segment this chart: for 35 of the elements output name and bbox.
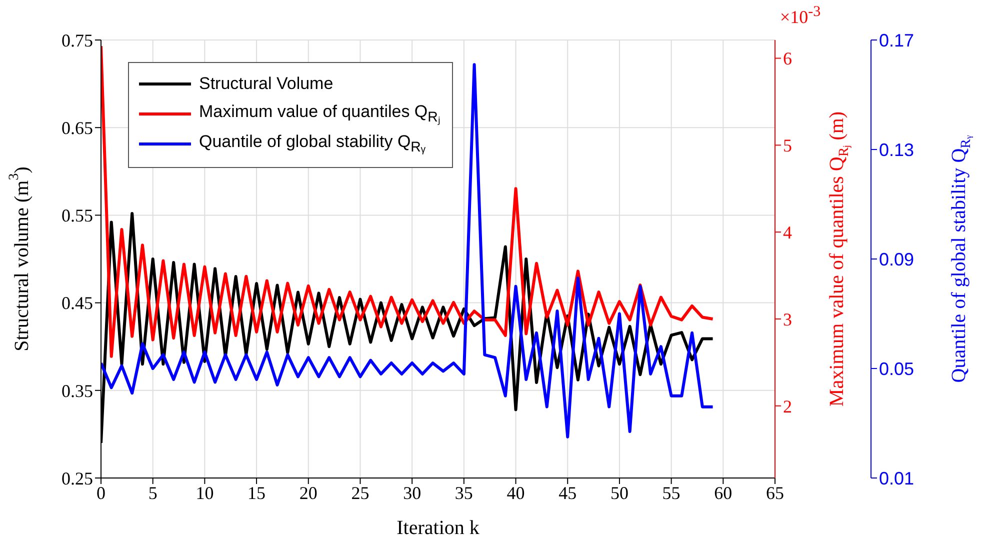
y2-tick-label: 6	[783, 48, 792, 69]
y-tick-label: 0.55	[62, 206, 93, 226]
y3-tick-label: 0.09	[879, 249, 914, 270]
x-tick-label: 5	[148, 482, 158, 503]
y2-tick-label: 3	[783, 309, 792, 330]
y2-tick-label: 2	[783, 396, 792, 416]
y3-tick-label: 0.17	[879, 30, 914, 50]
y-tick-label: 0.45	[62, 293, 93, 314]
x-tick-label: 30	[403, 482, 422, 503]
y3-tick-label: 0.05	[879, 358, 914, 379]
x-tick-label: 55	[662, 482, 680, 503]
y2-tick-label: 4	[783, 222, 792, 242]
text: ×10$^{-3}$	[780, 4, 821, 28]
y-tick-label: 0.65	[62, 118, 93, 138]
x-tick-label: 0	[96, 482, 106, 503]
x-tick-label: 60	[714, 482, 732, 503]
x-tick-label: 40	[506, 482, 525, 503]
x-tick-label: 65	[766, 482, 784, 503]
y-tick-label: 0.75	[62, 30, 93, 50]
y2-tick-label: 5	[783, 136, 792, 156]
y3-tick-label: 0.01	[879, 468, 914, 488]
y3-tick-label: 0.13	[879, 140, 914, 160]
legend-label: Quantile of global stability Q$_{Rᵧ}$	[199, 132, 426, 156]
x-tick-label: 10	[196, 482, 214, 503]
x-tick-label: 25	[351, 482, 370, 503]
x-tick-label: 45	[558, 482, 577, 503]
y-tick-label: 0.25	[62, 468, 93, 488]
x-tick-label: 15	[248, 482, 266, 503]
x-axis-title: Iteration k	[396, 517, 480, 539]
x-tick-label: 35	[454, 482, 473, 503]
y-tick-label: 0.35	[62, 380, 93, 401]
legend-label: Structural Volume	[199, 74, 334, 94]
legend-label: Maximum value of quantiles Q$_{Rⱼ}$	[199, 102, 440, 126]
x-tick-label: 50	[610, 482, 628, 503]
x-tick-label: 20	[299, 482, 318, 503]
